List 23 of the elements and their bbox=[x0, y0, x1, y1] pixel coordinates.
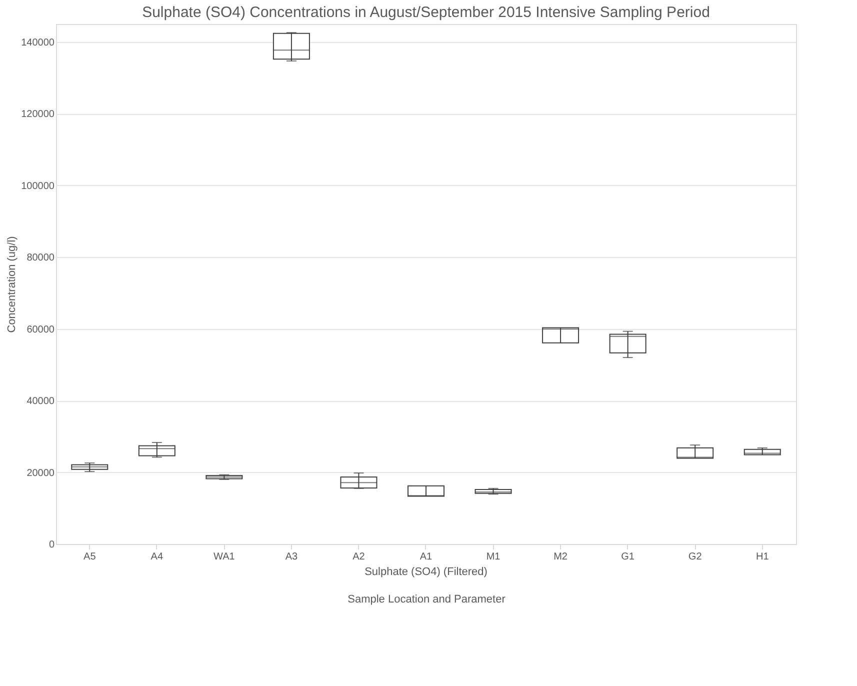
y-tick-label: 140000 bbox=[21, 37, 55, 48]
x-tick-label: H1 bbox=[756, 552, 770, 562]
x-tick-label: M1 bbox=[486, 552, 501, 562]
x-tick-label: A4 bbox=[150, 552, 164, 562]
x-tick-label: WA1 bbox=[214, 552, 236, 562]
x-tick-label: G1 bbox=[621, 552, 635, 562]
x-tick-label: G2 bbox=[688, 552, 702, 562]
y-tick-label: 120000 bbox=[21, 109, 55, 120]
chart-title: Sulphate (SO4) Concentrations in August/September 2015 Intensive Sampling Period bbox=[142, 4, 710, 21]
y-tick-label: 80000 bbox=[26, 252, 55, 264]
y-axis-title: Concentration (ug/l) bbox=[6, 236, 18, 333]
x-tick-label: M2 bbox=[554, 552, 568, 562]
x-axis-title: Sample Location and Parameter bbox=[348, 594, 506, 606]
x-tick-label: A3 bbox=[285, 552, 298, 562]
y-tick-label: 40000 bbox=[26, 396, 55, 408]
x-tick-label: A1 bbox=[420, 552, 433, 562]
text: Sulphate (SO4) (Filtered) bbox=[364, 566, 488, 578]
x-tick-label: A2 bbox=[352, 552, 366, 562]
y-tick-label: 100000 bbox=[21, 180, 55, 192]
x-tick-label: A5 bbox=[84, 552, 96, 562]
y-tick-label: 60000 bbox=[26, 324, 55, 336]
y-tick-label: 0 bbox=[48, 540, 55, 550]
y-tick-label: 20000 bbox=[26, 468, 55, 479]
